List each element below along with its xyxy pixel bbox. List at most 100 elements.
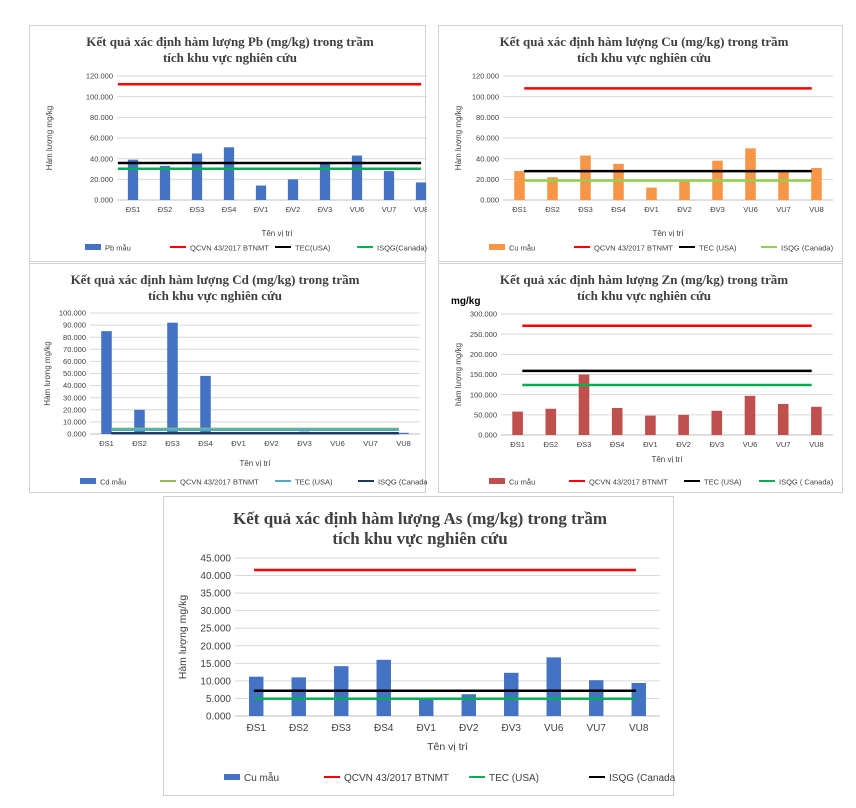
chart-title-line: Kết quả xác định hàm lượng Pb (mg/kg) tr… bbox=[86, 34, 374, 49]
y-tick-label: 120.000 bbox=[472, 72, 499, 81]
x-tick-label: ĐS4 bbox=[374, 723, 394, 734]
y-tick-label: 20.000 bbox=[90, 175, 113, 184]
y-tick-label: 30.000 bbox=[200, 606, 231, 617]
chart-panel-cu: Kết quả xác định hàm lượng Cu (mg/kg) tr… bbox=[438, 25, 843, 262]
y-axis-label: Hàm lượng mg/kg bbox=[177, 595, 189, 680]
x-tick-label: ĐS3 bbox=[332, 723, 352, 734]
y-tick-label: 120.000 bbox=[86, 72, 113, 81]
chart-title-line: Kết quả xác định hàm lượng Cu (mg/kg) tr… bbox=[500, 34, 789, 49]
y-tick-label: 80.000 bbox=[90, 113, 113, 122]
y-tick-label: 50.000 bbox=[63, 369, 86, 378]
bar-VU7 bbox=[383, 171, 395, 200]
y-tick-label: 90.000 bbox=[63, 321, 86, 330]
y-tick-label: 0.000 bbox=[94, 196, 113, 205]
y-tick-label: 0.000 bbox=[67, 430, 86, 439]
legend-label: QCVN 43/2017 BTNMT bbox=[190, 243, 269, 252]
y-tick-label: 10.000 bbox=[63, 418, 86, 427]
x-tick-label: ĐS3 bbox=[165, 439, 180, 448]
x-tick-label: VU6 bbox=[544, 723, 564, 734]
bar-ĐS1 bbox=[127, 159, 139, 200]
y-tick-label: 20.000 bbox=[476, 175, 499, 184]
x-tick-label: ĐV3 bbox=[318, 205, 333, 214]
x-tick-label: ĐS3 bbox=[578, 205, 593, 214]
y-tick-label: 60.000 bbox=[90, 134, 113, 143]
y-tick-label: 20.000 bbox=[200, 641, 231, 652]
bar-VU7 bbox=[777, 403, 789, 435]
x-tick-label: VU7 bbox=[363, 439, 378, 448]
x-tick-label: ĐV1 bbox=[417, 723, 437, 734]
x-tick-label: ĐV3 bbox=[710, 205, 725, 214]
y-tick-label: 0.000 bbox=[480, 196, 499, 205]
bar-VU6 bbox=[744, 395, 756, 435]
bar-VU7 bbox=[778, 172, 789, 200]
x-tick-label: ĐS2 bbox=[158, 205, 173, 214]
y-tick-label: 40.000 bbox=[90, 154, 113, 163]
bar-ĐS3 bbox=[578, 374, 590, 435]
x-tick-label: VU8 bbox=[396, 439, 411, 448]
legend-label: TEC (USA) bbox=[295, 477, 333, 486]
chart-as: Kết quả xác định hàm lượng As (mg/kg) tr… bbox=[177, 509, 675, 784]
chart-title-line: tích khu vực nghiên cứu bbox=[332, 529, 507, 548]
y-axis-label: Hàm lượng mg/kg bbox=[454, 106, 463, 170]
bar-ĐV1 bbox=[646, 187, 657, 200]
bar-ĐS3 bbox=[580, 155, 591, 200]
bar-ĐS4 bbox=[376, 659, 391, 716]
x-tick-label: ĐS2 bbox=[132, 439, 147, 448]
x-tick-label: ĐV2 bbox=[676, 440, 691, 449]
x-tick-label: ĐS4 bbox=[222, 205, 237, 214]
y-tick-label: 300.000 bbox=[470, 310, 497, 319]
x-tick-label: ĐS1 bbox=[247, 723, 267, 734]
chart-panel-pb: Kết quả xác định hàm lượng Pb (mg/kg) tr… bbox=[29, 25, 427, 262]
chart-title-line: tích khu vực nghiên cứu bbox=[148, 288, 282, 303]
x-tick-label: ĐS1 bbox=[512, 205, 527, 214]
bar-ĐS4 bbox=[223, 147, 235, 200]
y-tick-label: 30.000 bbox=[63, 393, 86, 402]
chart-title: Kết quả xác định hàm lượng Pb (mg/kg) tr… bbox=[86, 34, 374, 65]
chart-title: Kết quả xác định hàm lượng Cu (mg/kg) tr… bbox=[500, 34, 789, 65]
bar-ĐS1 bbox=[512, 411, 523, 435]
x-tick-label: VU6 bbox=[743, 205, 758, 214]
legend-label: TEC (USA) bbox=[704, 477, 742, 486]
legend-label: ISQG (Canada) bbox=[609, 773, 675, 784]
bar-ĐV2 bbox=[679, 181, 690, 200]
chart-title-line: Kết quả xác định hàm lượng As (mg/kg) tr… bbox=[233, 509, 607, 528]
y-tick-label: 40.000 bbox=[63, 381, 86, 390]
legend-label: TEC(USA) bbox=[295, 243, 331, 252]
bar-ĐS2 bbox=[545, 408, 557, 435]
x-tick-label: ĐS2 bbox=[544, 440, 559, 449]
y-tick-label: 15.000 bbox=[200, 659, 231, 670]
bar-ĐS2 bbox=[134, 409, 145, 434]
y-tick-label: 40.000 bbox=[476, 154, 499, 163]
bar-VU8 bbox=[415, 182, 427, 200]
bar-ĐS1 bbox=[514, 171, 525, 200]
legend-label: ISQG (Canada) bbox=[378, 477, 427, 486]
x-tick-label: ĐV3 bbox=[297, 439, 312, 448]
legend-label: Cu mẫu bbox=[509, 477, 535, 486]
x-tick-label: VU8 bbox=[809, 440, 824, 449]
chart-title-line: Kết quả xác định hàm lượng Cd (mg/kg) tr… bbox=[71, 272, 360, 287]
y-tick-label: 50.000 bbox=[474, 410, 497, 419]
legend-label: Cu mẫu bbox=[509, 243, 535, 252]
x-tick-label: ĐV2 bbox=[264, 439, 279, 448]
bar-ĐS4 bbox=[200, 375, 211, 434]
legend-swatch bbox=[489, 244, 505, 250]
y-tick-label: 40.000 bbox=[200, 571, 231, 582]
y-axis-label: Hàm lượng mg/kg bbox=[45, 106, 54, 170]
bar-ĐS1 bbox=[249, 676, 264, 716]
x-tick-label: ĐV1 bbox=[231, 439, 246, 448]
y-tick-label: 10.000 bbox=[200, 676, 231, 687]
x-tick-label: VU6 bbox=[350, 205, 365, 214]
y-tick-label: 20.000 bbox=[63, 405, 86, 414]
y-tick-label: 5.000 bbox=[206, 694, 231, 705]
y-tick-label: 80.000 bbox=[476, 113, 499, 122]
bar-VU8 bbox=[811, 167, 822, 200]
x-tick-label: ĐV1 bbox=[643, 440, 658, 449]
unit-label: mg/kg bbox=[451, 296, 480, 307]
y-tick-label: 60.000 bbox=[476, 134, 499, 143]
bar-ĐV1 bbox=[419, 698, 434, 716]
x-axis-label: Tên vị trí bbox=[651, 455, 683, 464]
legend-label: Pb mẫu bbox=[105, 243, 131, 252]
y-tick-label: 60.000 bbox=[63, 357, 86, 366]
legend-label: TEC (USA) bbox=[489, 773, 539, 784]
x-tick-label: ĐV3 bbox=[502, 723, 522, 734]
